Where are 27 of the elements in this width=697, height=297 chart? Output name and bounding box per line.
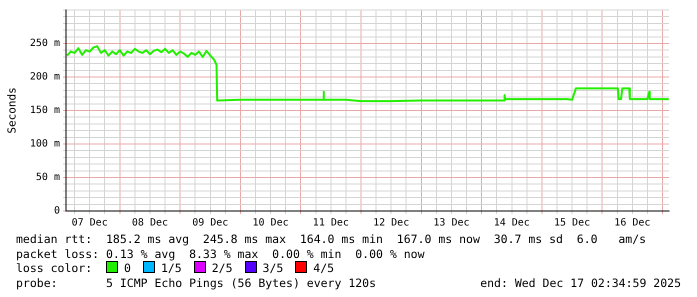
legend-label: 0 (124, 261, 131, 275)
legend-label: 3/5 (262, 261, 284, 275)
y-tick-label: 50 m (36, 172, 60, 184)
x-tick-label: 12 Dec (373, 218, 410, 229)
text: packet loss: 0.13 % avg 8.33 % max 0.00 % min 0.00 % now (16, 246, 426, 261)
legend-label: 2/5 (212, 261, 233, 275)
x-tick-label: 15 Dec (554, 218, 590, 229)
legend-label: 1/5 (160, 261, 182, 275)
x-tick-label: 10 Dec (252, 218, 289, 229)
x-tick-label: 08 Dec (132, 218, 168, 229)
legend-title: loss color: (16, 261, 94, 275)
legend-label: 4/5 (313, 261, 334, 275)
y-tick-label: 0 (54, 206, 60, 217)
x-tick-label: 16 Dec (614, 218, 650, 229)
x-tick-label: 09 Dec (192, 218, 228, 229)
text: probe: 5 ICMP Echo Pings (56 Bytes) every 120s (16, 276, 376, 290)
x-tick-label: 13 Dec (433, 218, 470, 229)
y-tick-label: 150 m (30, 105, 60, 116)
x-tick-label: 07 Dec (72, 218, 108, 229)
x-tick-label: 11 Dec (312, 218, 349, 229)
y-tick-label: 100 m (30, 138, 60, 150)
y-tick-label: 200 m (30, 72, 60, 83)
text: median rtt: 185.2 ms avg 245.8 ms max 164.0 ms min 167.0 ms now 30.7 ms sd 6.0 am/s (16, 232, 648, 246)
x-tick-label: 14 Dec (494, 218, 530, 229)
text: end: Wed Dec 17 02:34:59 2025 (480, 276, 681, 290)
y-tick-label: 250 m (30, 38, 60, 50)
y-axis-title: Seconds (5, 87, 18, 134)
